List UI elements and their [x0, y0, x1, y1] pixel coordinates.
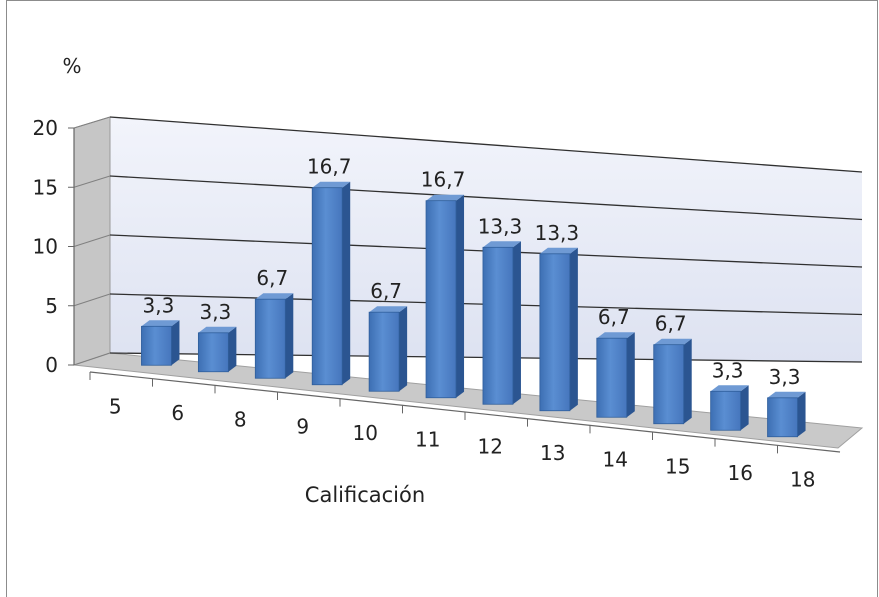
y-tick-label: 20: [33, 116, 58, 140]
x-tick-label: 13: [540, 441, 565, 465]
data-label: 6,7: [370, 279, 402, 303]
x-tick-label: 8: [234, 408, 247, 432]
side-gridline: [73, 175, 111, 188]
x-tick-label: 18: [790, 468, 815, 492]
bar: [197, 326, 237, 373]
data-label: 6,7: [655, 312, 687, 336]
x-tick-label: 6: [171, 401, 184, 425]
bar: [311, 181, 351, 386]
data-label: 6,7: [256, 266, 288, 290]
y-tick-labels: 0 5 10 15 20: [33, 116, 74, 377]
bar: [368, 306, 408, 392]
side-gridline: [73, 352, 111, 366]
data-label: 13,3: [478, 214, 523, 238]
bar: [254, 293, 294, 379]
bar: [596, 332, 635, 418]
data-label: 6,7: [598, 305, 630, 329]
x-tick-label: 10: [353, 421, 378, 445]
y-tick-label: 10: [33, 235, 58, 259]
bar: [482, 241, 521, 405]
y-axis-label: %: [62, 54, 81, 78]
bar: [425, 194, 465, 399]
data-label: 16,7: [307, 155, 352, 179]
x-tick-label: 14: [603, 448, 628, 472]
gridline: [109, 175, 863, 221]
data-label: 3,3: [199, 300, 231, 324]
y-tick-label: 15: [33, 175, 58, 199]
bar: [767, 391, 806, 438]
bar: [710, 385, 749, 431]
x-axis-label: Calificación: [305, 483, 425, 507]
bars: [141, 181, 806, 438]
data-label: 16,7: [421, 168, 466, 192]
x-tick-label: 5: [109, 394, 122, 418]
back-wall: [110, 117, 862, 362]
data-label: 3,3: [143, 293, 175, 317]
x-tick-label: 11: [415, 428, 440, 452]
data-label: 13,3: [535, 221, 580, 245]
side-gridline: [73, 116, 111, 129]
bar: [539, 247, 578, 412]
x-tick-label: 16: [728, 461, 753, 485]
x-tick-label: 9: [296, 414, 309, 438]
gridline: [109, 116, 863, 173]
data-label: 3,3: [769, 365, 801, 389]
bar: [141, 320, 180, 366]
data-labels: 3,3 3,3 6,7 16,7 6,7 16,7 13,3 13,3 6,7 6,7 3,3 3,3: [143, 155, 801, 389]
x-tick-label: 12: [478, 434, 503, 458]
side-gridline: [73, 234, 111, 247]
y-tick-label: 0: [45, 353, 58, 377]
bar: [653, 338, 692, 425]
side-gridline: [73, 293, 111, 307]
x-tick-labels: 5 6 8 9 10 11 12 13 14 15 16 18: [89, 372, 815, 492]
data-label: 3,3: [712, 358, 744, 382]
chart-frame: [6, 0, 878, 597]
y-tick-label: 5: [45, 294, 58, 318]
x-tick-label: 15: [665, 454, 690, 478]
